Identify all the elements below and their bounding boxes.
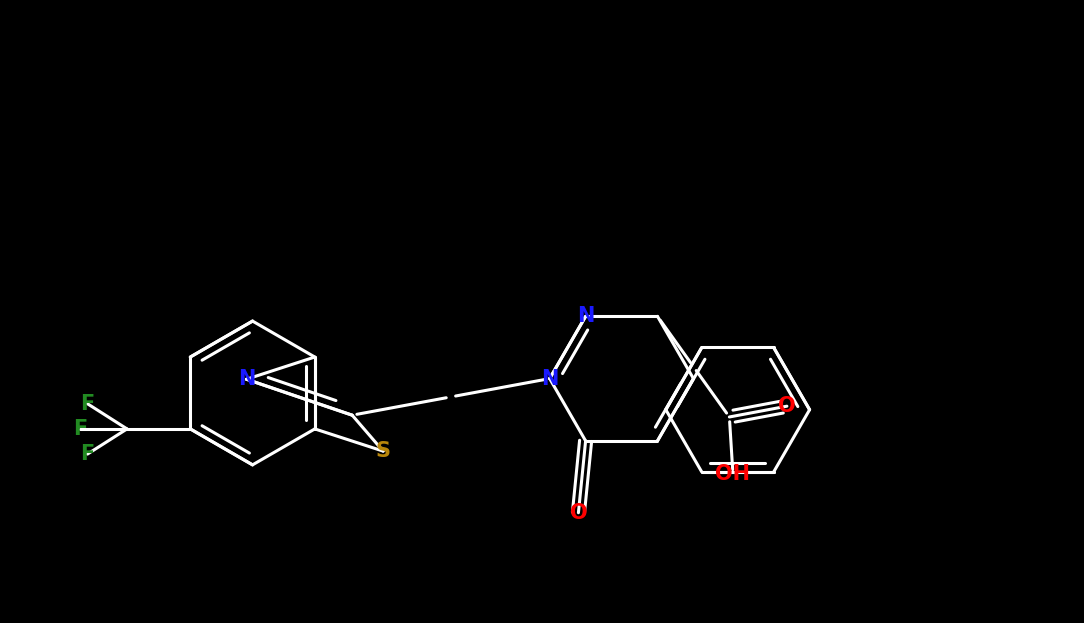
Text: O: O	[569, 503, 588, 523]
Text: N: N	[541, 369, 558, 389]
Text: F: F	[74, 419, 88, 439]
Text: O: O	[778, 396, 796, 416]
Text: F: F	[80, 394, 94, 414]
Text: N: N	[577, 307, 594, 326]
Text: N: N	[237, 369, 255, 389]
Text: F: F	[80, 444, 94, 464]
Text: OH: OH	[715, 465, 750, 485]
Text: S: S	[376, 441, 390, 461]
